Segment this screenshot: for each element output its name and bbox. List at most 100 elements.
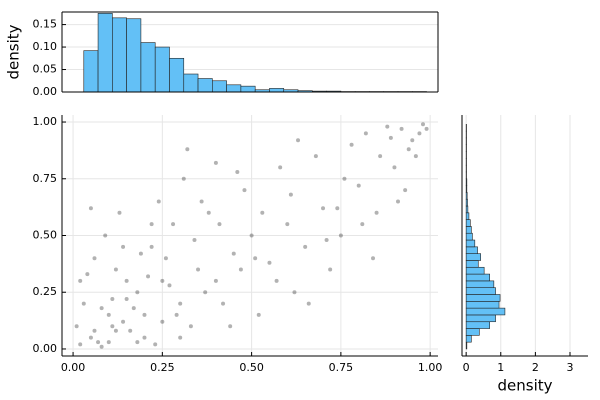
point xyxy=(238,267,243,272)
point xyxy=(213,278,218,283)
point xyxy=(124,278,129,283)
bar xyxy=(465,321,490,329)
point xyxy=(363,131,368,136)
bar xyxy=(465,294,501,302)
point xyxy=(203,290,208,295)
point xyxy=(78,342,83,347)
point xyxy=(231,251,236,256)
point xyxy=(135,290,140,295)
point xyxy=(374,210,379,215)
bar xyxy=(269,88,285,93)
point xyxy=(388,135,393,140)
point xyxy=(178,301,183,306)
y-axis-label: density xyxy=(5,24,23,79)
point xyxy=(149,222,154,227)
point xyxy=(221,301,226,306)
point xyxy=(196,267,201,272)
point xyxy=(81,301,86,306)
point xyxy=(113,267,118,272)
point xyxy=(88,335,93,340)
point xyxy=(171,222,176,227)
bar xyxy=(465,328,480,336)
bar xyxy=(83,50,99,93)
bar xyxy=(465,314,496,323)
x-tick-label: 2 xyxy=(532,361,539,374)
y-tick-label: 1.00 xyxy=(33,115,58,128)
point xyxy=(324,238,329,243)
point xyxy=(235,169,240,174)
point xyxy=(85,272,90,277)
point xyxy=(181,176,186,181)
point xyxy=(349,142,354,147)
bar xyxy=(465,226,472,234)
y-tick-label: 0.05 xyxy=(33,63,58,76)
point xyxy=(92,328,97,333)
x-axis-label: density xyxy=(498,377,553,395)
bar xyxy=(126,18,142,93)
bar xyxy=(183,73,199,93)
bar xyxy=(465,307,506,316)
x-tick-label: 0.25 xyxy=(150,361,175,374)
y-tick-label: 0.50 xyxy=(33,229,58,242)
point xyxy=(163,256,168,261)
point xyxy=(160,278,165,283)
bar xyxy=(465,185,468,193)
point xyxy=(138,251,143,256)
point xyxy=(338,233,343,238)
point xyxy=(413,154,418,159)
bar xyxy=(465,192,468,200)
point xyxy=(335,206,340,211)
point xyxy=(99,306,104,311)
point xyxy=(253,256,258,261)
point xyxy=(149,244,154,249)
point xyxy=(306,301,311,306)
point xyxy=(256,312,261,317)
y-tick-label: 0.25 xyxy=(33,285,58,298)
point xyxy=(292,290,297,295)
point xyxy=(146,274,151,279)
point xyxy=(167,283,172,288)
x-tick-label: 0.50 xyxy=(239,361,264,374)
y-tick-label: 0.75 xyxy=(33,172,58,185)
point xyxy=(342,176,347,181)
bar xyxy=(465,178,468,186)
point xyxy=(228,324,233,329)
bar xyxy=(465,341,468,350)
x-tick-label: 0.75 xyxy=(329,361,354,374)
point xyxy=(199,199,204,204)
x-tick-label: 0 xyxy=(463,361,470,374)
bar xyxy=(465,253,481,261)
bar xyxy=(112,17,127,93)
point xyxy=(213,160,218,165)
point xyxy=(267,260,272,265)
bar xyxy=(465,280,495,288)
point xyxy=(106,312,111,317)
x-tick-label: 3 xyxy=(567,361,574,374)
bar xyxy=(465,266,485,275)
bar xyxy=(465,287,496,295)
point xyxy=(124,297,129,302)
y-tick-label: 0.00 xyxy=(33,342,58,355)
bar xyxy=(465,219,471,227)
bar xyxy=(465,335,472,343)
point xyxy=(303,244,308,249)
point xyxy=(296,138,301,143)
point xyxy=(424,126,429,131)
bar xyxy=(465,260,479,268)
bar xyxy=(197,78,213,93)
x-tick-label: 1 xyxy=(497,361,504,374)
point xyxy=(288,192,293,197)
bar xyxy=(240,85,256,93)
point xyxy=(217,222,222,227)
bar xyxy=(169,57,185,93)
point xyxy=(121,244,126,249)
point xyxy=(113,328,118,333)
bar xyxy=(465,212,470,220)
point xyxy=(174,312,179,317)
point xyxy=(121,319,126,324)
point xyxy=(371,256,376,261)
point xyxy=(96,340,101,345)
bar xyxy=(465,239,476,248)
point xyxy=(242,188,247,193)
